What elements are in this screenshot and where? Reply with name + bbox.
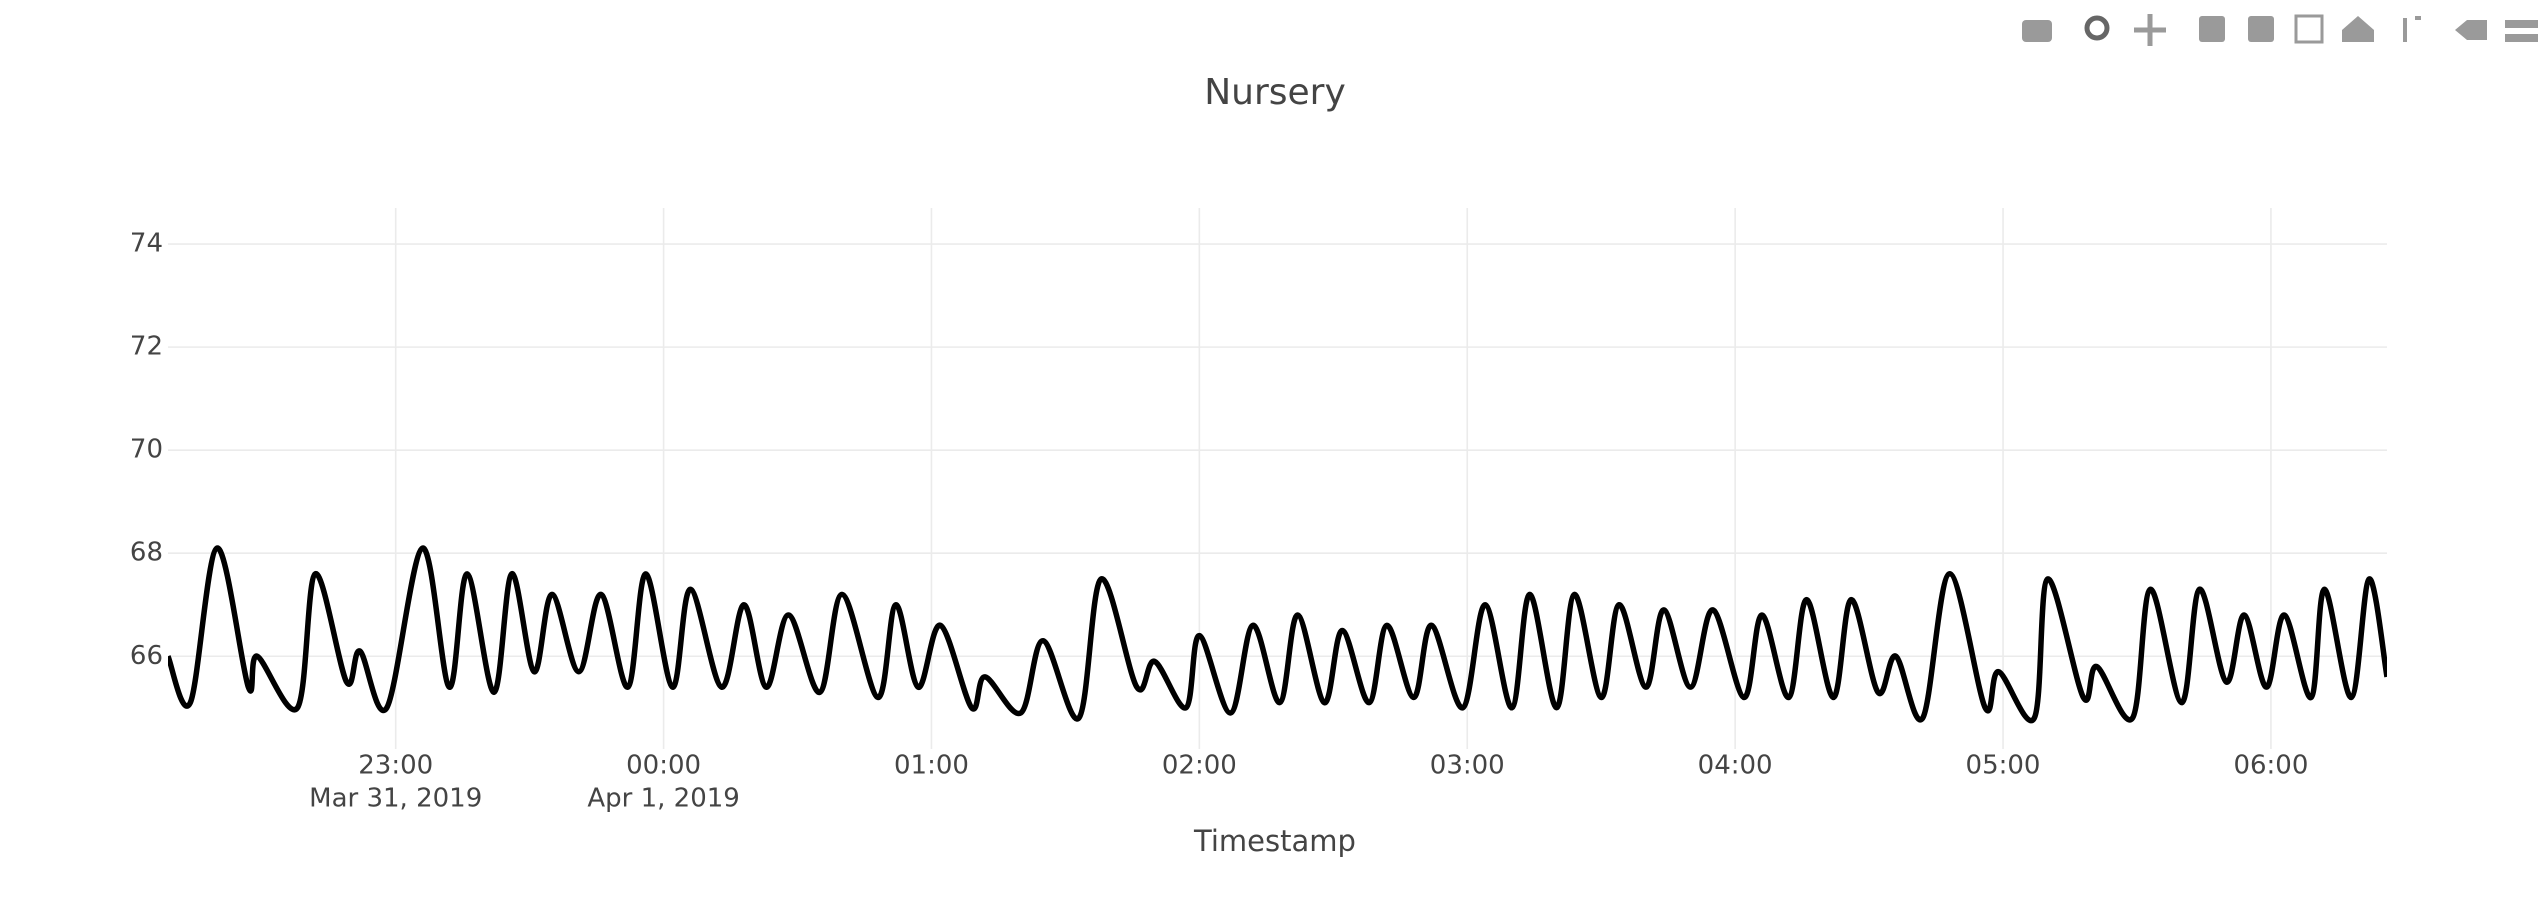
x-axis-title: Timestamp: [1193, 824, 1356, 858]
x-tick-sublabel: Apr 1, 2019: [587, 784, 739, 814]
zoom-icon[interactable]: [2084, 15, 2110, 41]
x-tick-label: 23:00: [358, 751, 433, 781]
line: [168, 545, 2387, 724]
x-tick-label: 04:00: [1698, 751, 1773, 781]
y-tick-label: 74: [130, 229, 163, 259]
y-tick-label: 72: [130, 332, 163, 362]
x-tick-label: 01:00: [894, 751, 969, 781]
y-tick-label: 66: [130, 641, 163, 671]
x-tick-label: 06:00: [2233, 751, 2308, 781]
autoscale-icon[interactable]: [2294, 14, 2324, 44]
reset-icon[interactable]: [2342, 16, 2374, 42]
x-tick-label: 00:00: [626, 751, 701, 781]
hover-closest-icon[interactable]: [2455, 20, 2487, 40]
x-tick-sublabel: Mar 31, 2019: [309, 784, 482, 814]
x-tick-label: 05:00: [1966, 751, 2041, 781]
zoom-in-icon[interactable]: [2199, 16, 2225, 42]
y-tick-label: 68: [130, 538, 163, 568]
zoom-out-icon[interactable]: [2248, 16, 2274, 42]
x-tick-label: 02:00: [1162, 751, 1237, 781]
chart-title: Nursery: [1204, 72, 1346, 113]
modebar: [2022, 14, 2538, 46]
x-tick-label: 03:00: [1430, 751, 1505, 781]
y-tick-label: 70: [130, 435, 163, 465]
camera-icon[interactable]: [2022, 20, 2052, 42]
spike-icon[interactable]: [2403, 16, 2421, 42]
hover-compare-icon[interactable]: [2505, 20, 2538, 42]
pan-icon[interactable]: [2134, 14, 2166, 46]
